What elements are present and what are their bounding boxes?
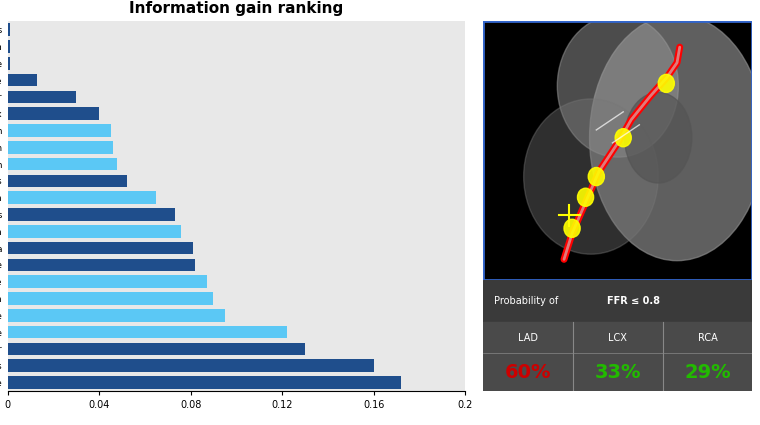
Ellipse shape: [578, 188, 594, 206]
Bar: [8, 57, 10, 70]
Bar: [8, 208, 175, 221]
Bar: [8, 108, 99, 120]
Text: FFR ≤ 0.8: FFR ≤ 0.8: [607, 296, 660, 306]
Bar: [8, 141, 112, 153]
Ellipse shape: [557, 15, 679, 157]
Bar: [8, 326, 287, 338]
Ellipse shape: [588, 167, 604, 186]
Bar: [8, 292, 214, 305]
Bar: [8, 259, 195, 271]
Bar: [8, 23, 10, 36]
Ellipse shape: [564, 219, 580, 238]
Bar: [8, 376, 401, 389]
Ellipse shape: [524, 99, 658, 254]
Ellipse shape: [625, 92, 692, 183]
Bar: [483, 322, 752, 353]
Bar: [8, 175, 127, 187]
Bar: [8, 74, 37, 86]
Title: Information gain ranking: Information gain ranking: [129, 1, 344, 16]
Text: 33%: 33%: [594, 363, 641, 382]
Text: Probability of: Probability of: [494, 296, 562, 306]
Bar: [8, 309, 225, 322]
Bar: [8, 242, 193, 255]
Bar: [8, 40, 10, 53]
Bar: [8, 225, 182, 238]
Ellipse shape: [590, 15, 760, 261]
Bar: [8, 275, 207, 288]
Bar: [8, 91, 76, 103]
Ellipse shape: [615, 129, 632, 147]
Text: RCA: RCA: [698, 333, 717, 343]
Bar: [483, 353, 752, 391]
Bar: [8, 360, 374, 372]
Bar: [8, 158, 117, 170]
Text: 29%: 29%: [684, 363, 731, 382]
Bar: [8, 191, 157, 204]
Ellipse shape: [658, 74, 674, 92]
Bar: [483, 280, 752, 322]
Text: LAD: LAD: [518, 333, 538, 343]
Bar: [8, 343, 305, 355]
Text: 60%: 60%: [505, 363, 552, 382]
Text: LCX: LCX: [609, 333, 627, 343]
Bar: [8, 124, 110, 137]
